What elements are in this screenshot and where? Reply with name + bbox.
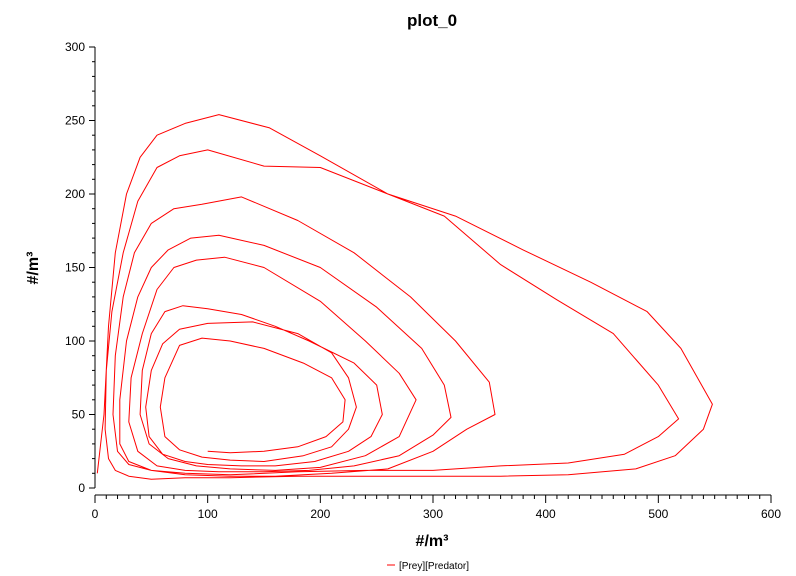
x-tick-label: 100 (198, 507, 218, 521)
y-ticks: 0 50 100 150 200 250 300 (65, 40, 95, 495)
legend-label: [Prey][Predator] (399, 561, 469, 572)
x-tick-label: 300 (423, 507, 443, 521)
plot-area (96, 114, 713, 480)
x-tick-label: 600 (761, 507, 781, 521)
y-tick-label: 0 (78, 481, 85, 495)
x-tick-label: 0 (92, 507, 99, 521)
series-line-0 (96, 114, 713, 480)
y-tick-label: 100 (65, 334, 85, 348)
axes: 0 50 100 150 200 250 300 0 100 200 300 400 500 600 (65, 40, 781, 521)
y-tick-label: 200 (65, 187, 85, 201)
chart-title: plot_0 (407, 11, 457, 30)
y-tick-label: 300 (65, 40, 85, 54)
x-tick-label: 200 (310, 507, 330, 521)
x-tick-label: 400 (536, 507, 556, 521)
y-axis-label: #/m³ (25, 252, 42, 285)
x-axis-label: #/m³ (416, 533, 449, 550)
x-ticks: 0 100 200 300 400 500 600 (92, 495, 781, 521)
y-tick-label: 50 (72, 408, 86, 422)
y-tick-label: 250 (65, 114, 85, 128)
x-tick-label: 500 (648, 507, 668, 521)
legend: [Prey][Predator] (387, 561, 469, 572)
y-tick-label: 150 (65, 261, 85, 275)
